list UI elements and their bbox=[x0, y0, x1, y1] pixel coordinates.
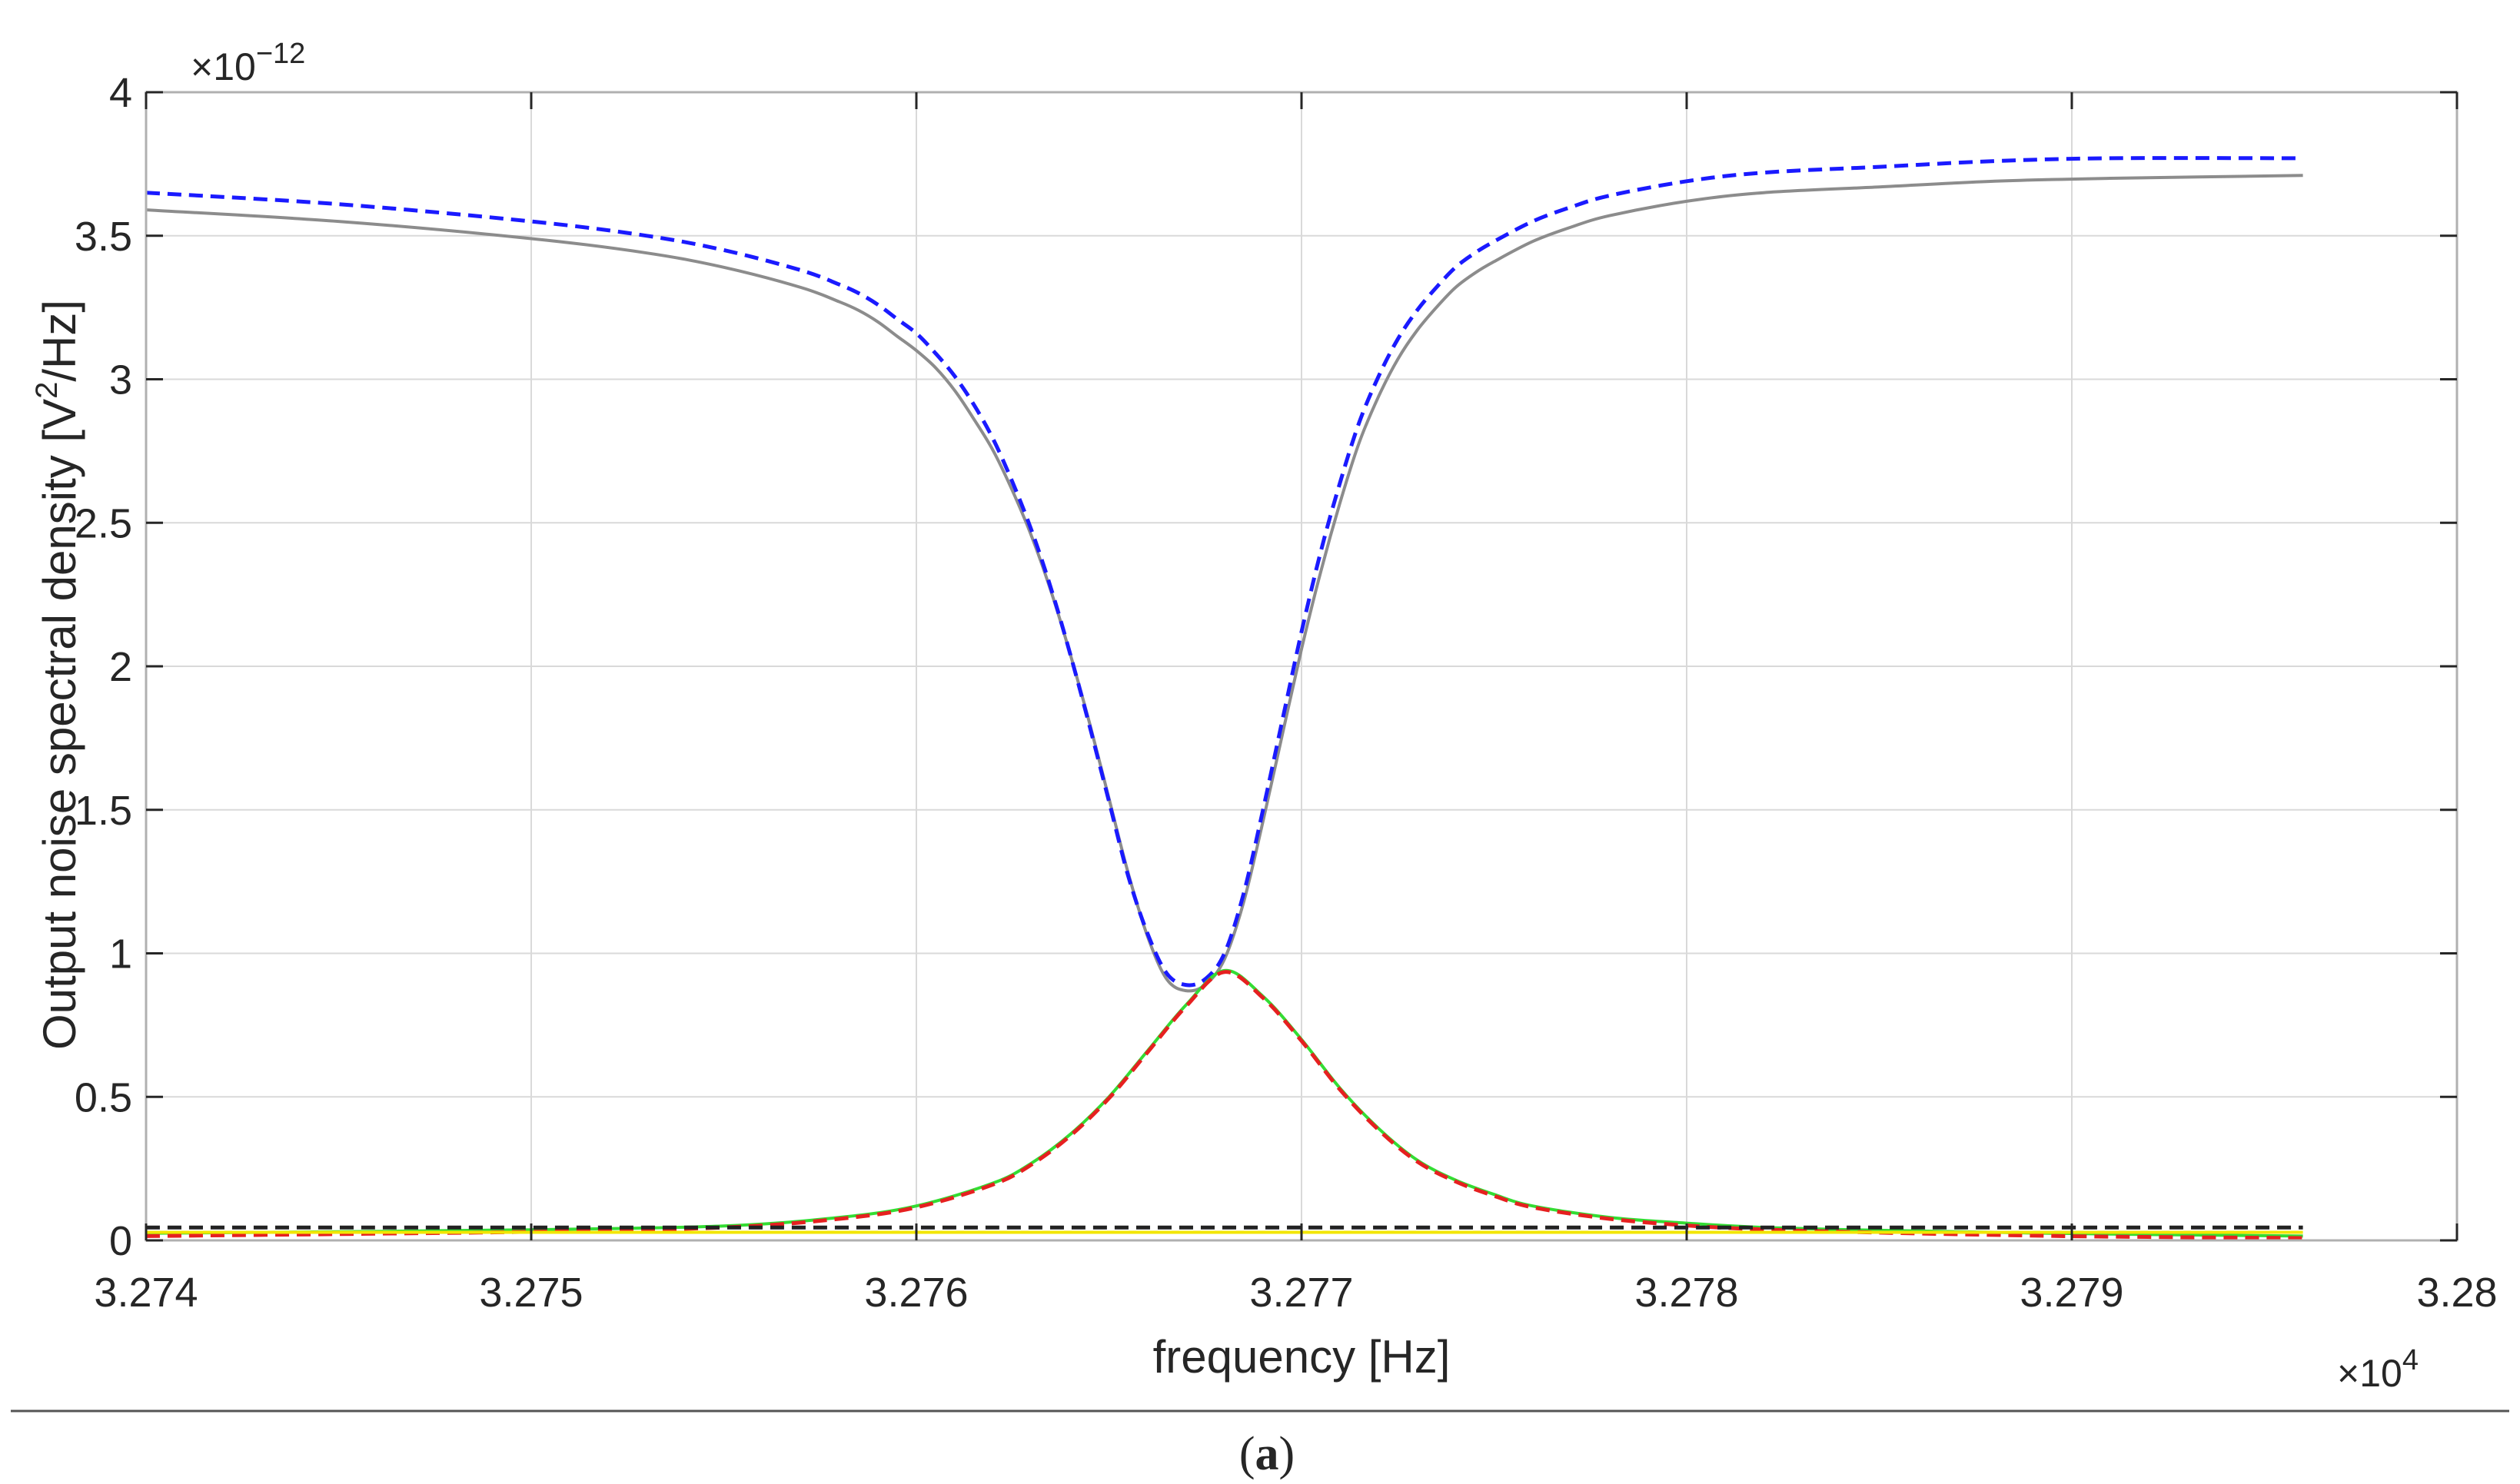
y-tick-label: 0.5 bbox=[75, 1074, 132, 1120]
caption-close: ) bbox=[1279, 1428, 1295, 1480]
x-multiplier-base: ×10 bbox=[2337, 1352, 2402, 1395]
x-tick-labels: 3.274 3.275 3.276 3.277 3.278 3.279 3.28 bbox=[94, 1270, 2497, 1316]
series-line-1 bbox=[145, 156, 2303, 988]
y-axis-label-tail: /Hz] bbox=[34, 300, 85, 382]
y-axis-label: Output noise spectral density [V2/Hz] bbox=[30, 300, 85, 1050]
axis-ticks bbox=[145, 91, 2458, 1242]
x-tick-label: 3.277 bbox=[1249, 1270, 1353, 1316]
data-series bbox=[145, 156, 2303, 1240]
y-tick-label: 2 bbox=[109, 644, 132, 690]
y-tick-label: 2.5 bbox=[75, 500, 132, 546]
caption-open: ( bbox=[1239, 1428, 1255, 1480]
x-multiplier-exp: 4 bbox=[2402, 1344, 2419, 1376]
y-multiplier-exp: −12 bbox=[256, 38, 305, 70]
y-tick-label: 3.5 bbox=[75, 214, 132, 260]
caption-letter: a bbox=[1255, 1428, 1279, 1480]
y-axis-label-sup: 2 bbox=[30, 382, 64, 399]
x-axis-label: frequency [Hz] bbox=[1153, 1331, 1451, 1383]
y-tick-label: 1.5 bbox=[75, 788, 132, 834]
y-multiplier-base: ×10 bbox=[191, 45, 256, 88]
x-tick-label: 3.279 bbox=[2020, 1270, 2123, 1316]
x-tick-label: 3.276 bbox=[864, 1270, 968, 1316]
x-multiplier: ×104 bbox=[2337, 1344, 2419, 1395]
x-tick-label: 3.274 bbox=[94, 1270, 198, 1316]
x-tick-label: 3.278 bbox=[1634, 1270, 1738, 1316]
y-tick-labels: 0 0.5 1 1.5 2 2.5 3 3.5 4 bbox=[75, 70, 132, 1264]
y-tick-label: 1 bbox=[109, 931, 132, 978]
x-tick-label: 3.275 bbox=[479, 1270, 583, 1316]
y-tick-label: 0 bbox=[109, 1218, 132, 1264]
y-tick-label: 3 bbox=[109, 357, 132, 403]
grid bbox=[145, 91, 2458, 1241]
y-multiplier: ×10−12 bbox=[191, 38, 305, 88]
caption: (a) bbox=[1239, 1428, 1295, 1480]
y-axis-label-main: Output noise spectral density [V bbox=[34, 399, 85, 1050]
x-tick-label: 3.28 bbox=[2416, 1270, 2497, 1316]
y-tick-label: 4 bbox=[109, 70, 132, 116]
